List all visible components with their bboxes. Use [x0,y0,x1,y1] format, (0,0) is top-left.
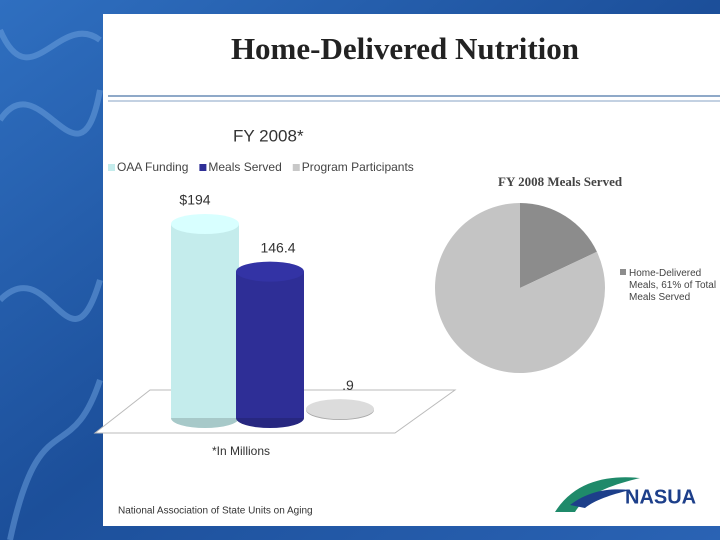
legend-label: Home-Delivered Meals, 61% of Total Meals… [629,268,717,303]
value-label: $194 [179,192,210,208]
chart-title: FY 2008* [233,126,304,145]
bar [236,271,304,418]
pie-slice [520,203,597,288]
value-label: 146.4 [260,239,295,255]
footer: National Association of State Units on A… [118,506,313,517]
logo-mark [570,489,630,508]
bar-top [236,261,304,282]
slide-title: Home-Delivered Nutrition [231,31,579,66]
legend-label: OAA Funding [117,160,188,174]
legend-swatch [108,164,115,171]
bar-top [306,399,374,420]
bar [171,224,239,418]
chart-title: FY 2008 Meals Served [498,174,623,189]
pie-slice [435,203,605,373]
value-label: .9 [342,377,354,393]
legend-label: Meals Served [208,160,281,174]
legend-swatch [292,164,300,171]
logo-text: NASUA [625,486,696,508]
legend-swatch [620,269,626,275]
decoration [0,28,103,540]
legend-label: Program Participants [302,160,414,174]
chart-note: *In Millions [212,444,270,458]
bar-top [171,214,239,234]
legend-swatch [199,164,207,171]
